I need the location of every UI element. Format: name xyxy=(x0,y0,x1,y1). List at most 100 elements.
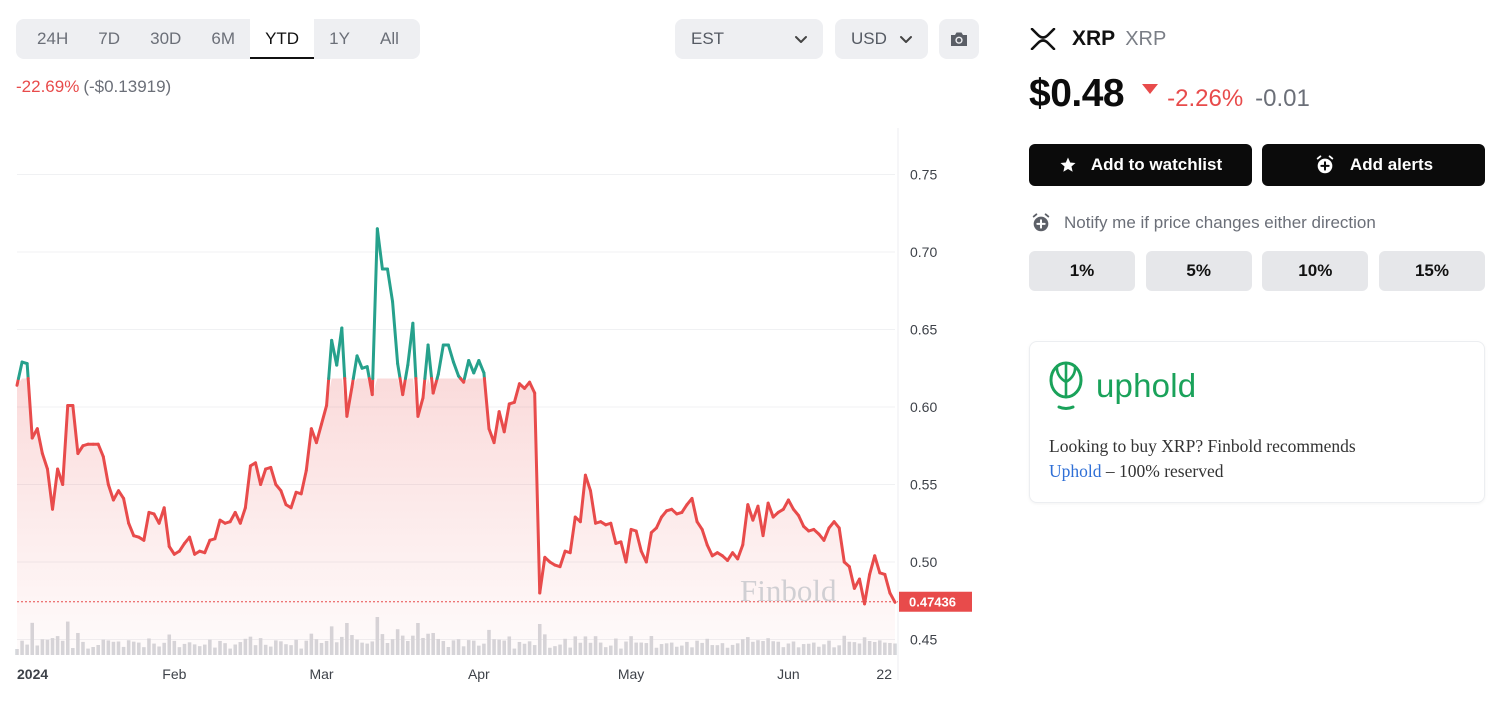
price-line-segment xyxy=(259,467,268,486)
screenshot-button[interactable] xyxy=(939,19,979,59)
alert-threshold-options: 1% 5% 10% 15% xyxy=(1029,251,1485,291)
threshold-5-percent-button[interactable]: 5% xyxy=(1145,251,1252,291)
price-line-segment xyxy=(279,489,288,507)
y-tick-label: 0.75 xyxy=(910,167,937,183)
y-tick-label: 0.60 xyxy=(910,399,937,415)
price-line-segment xyxy=(320,403,329,426)
price-line-segment xyxy=(396,362,402,380)
price-line-segment xyxy=(213,518,222,541)
price-line-segment xyxy=(761,501,770,538)
period-change-percent: -22.69% xyxy=(16,77,80,96)
period-change-absolute: (-$0.13919) xyxy=(83,77,172,96)
price-line-segment xyxy=(700,527,709,547)
x-tick-label: May xyxy=(618,666,644,682)
price-line-segment xyxy=(588,489,598,525)
chevron-down-icon xyxy=(795,36,807,43)
price-line-segment xyxy=(96,442,105,459)
range-30d-button[interactable]: 30D xyxy=(150,29,182,48)
price-line-segment xyxy=(624,527,633,564)
currency-select[interactable]: USD xyxy=(835,19,928,59)
price-line-segment xyxy=(766,501,775,519)
currency-value: USD xyxy=(851,29,887,48)
price-line-segment xyxy=(167,545,176,556)
price-line-segment xyxy=(528,380,537,395)
notify-row: Notify me if price changes either direct… xyxy=(1030,212,1376,234)
alarm-clock-icon xyxy=(1032,213,1050,232)
price-line-segment xyxy=(111,489,121,502)
price-line-segment xyxy=(371,227,379,380)
range-all-button[interactable]: All xyxy=(380,29,399,48)
price-line-segment xyxy=(35,427,44,455)
star-icon xyxy=(1060,157,1076,172)
y-tick-label: 0.55 xyxy=(910,477,937,493)
range-1y-button[interactable]: 1Y xyxy=(329,29,350,48)
price-line-segment xyxy=(416,396,425,418)
price-line-segment xyxy=(101,455,110,486)
threshold-10-percent-button[interactable]: 10% xyxy=(1262,251,1369,291)
chart-watermark: Finbold xyxy=(740,573,837,608)
chevron-down-icon xyxy=(900,36,912,43)
down-triangle-icon xyxy=(1142,84,1159,94)
price-line-segment xyxy=(741,503,750,547)
camera-icon xyxy=(951,32,967,46)
price-line-segment xyxy=(786,498,795,511)
price-line-segment xyxy=(254,461,263,486)
range-24h-button[interactable]: 24H xyxy=(37,29,69,48)
range-ytd-button[interactable]: YTD xyxy=(250,19,315,59)
price-change-percent: -2.26% xyxy=(1167,85,1244,112)
price-line-segment xyxy=(436,343,445,376)
price-line-segment xyxy=(736,543,745,561)
price-line-segment xyxy=(16,360,24,380)
price-line-segment xyxy=(644,531,653,564)
price-line-segment xyxy=(654,515,664,530)
price-line-segment xyxy=(492,410,501,445)
price-line-segment xyxy=(340,326,347,380)
price-line-segment xyxy=(705,543,714,558)
price-line-segment xyxy=(162,506,171,548)
price-line-segment xyxy=(355,354,364,370)
price-line-segment xyxy=(314,422,324,445)
range-7d-button[interactable]: 7D xyxy=(98,29,121,48)
add-to-watchlist-button[interactable]: Add to watchlist xyxy=(1029,144,1252,186)
price-line-segment xyxy=(857,577,867,606)
asset-symbol: XRP xyxy=(1072,27,1116,50)
notify-label: Notify me if price changes either direct… xyxy=(1064,213,1376,232)
price-line-segment xyxy=(45,467,55,511)
price-line-segment xyxy=(25,362,30,380)
alarm-clock-icon xyxy=(1316,155,1334,174)
price-line-segment xyxy=(71,403,80,455)
threshold-1-percent-button[interactable]: 1% xyxy=(1029,251,1135,291)
promo-text-lead: Looking to buy XRP? Finbold recommends xyxy=(1049,436,1356,456)
price-line-segment xyxy=(351,354,359,380)
price-line-segment xyxy=(426,343,434,380)
asset-name: XRP xyxy=(1125,27,1167,50)
price-chart: Finbold 0.47436 0.45 0.50 0.55 0.60 0.65 0.70… xyxy=(15,128,972,682)
price-row: $0.48 -2.26% -0.01 xyxy=(1029,72,1310,116)
promo-text-tail: – 100% reserved xyxy=(1101,461,1224,481)
range-6m-button[interactable]: 6M xyxy=(211,29,235,48)
x-tick-label: Jun xyxy=(777,666,800,682)
price-change-absolute: -0.01 xyxy=(1255,85,1310,112)
x-tick-label: Apr xyxy=(468,666,490,682)
y-tick-label: 0.45 xyxy=(910,632,937,648)
price-line-segment xyxy=(609,521,618,545)
add-alerts-button[interactable]: Add alerts xyxy=(1262,144,1485,186)
current-price: $0.48 xyxy=(1029,72,1125,115)
price-line-segment xyxy=(127,521,136,538)
price-line-segment xyxy=(76,444,85,455)
timezone-select[interactable]: EST xyxy=(675,19,823,59)
current-price-marker xyxy=(899,591,972,612)
asset-header: XRP XRP xyxy=(1030,22,1166,56)
price-line-segment xyxy=(391,300,400,366)
price-line-segment xyxy=(40,452,49,471)
price-line-segment xyxy=(883,572,892,595)
price-line-segment xyxy=(106,483,115,502)
price-line-segment xyxy=(299,469,308,496)
uphold-promo-card: uphold Looking to buy XRP? Finbold recom… xyxy=(1029,341,1485,503)
uphold-link[interactable]: Uphold xyxy=(1049,461,1102,481)
price-line-segment xyxy=(51,467,60,511)
threshold-15-percent-button[interactable]: 15% xyxy=(1378,251,1485,291)
price-line-segment xyxy=(680,503,689,514)
price-line-segment xyxy=(122,496,131,525)
add-alerts-label: Add alerts xyxy=(1349,155,1434,174)
